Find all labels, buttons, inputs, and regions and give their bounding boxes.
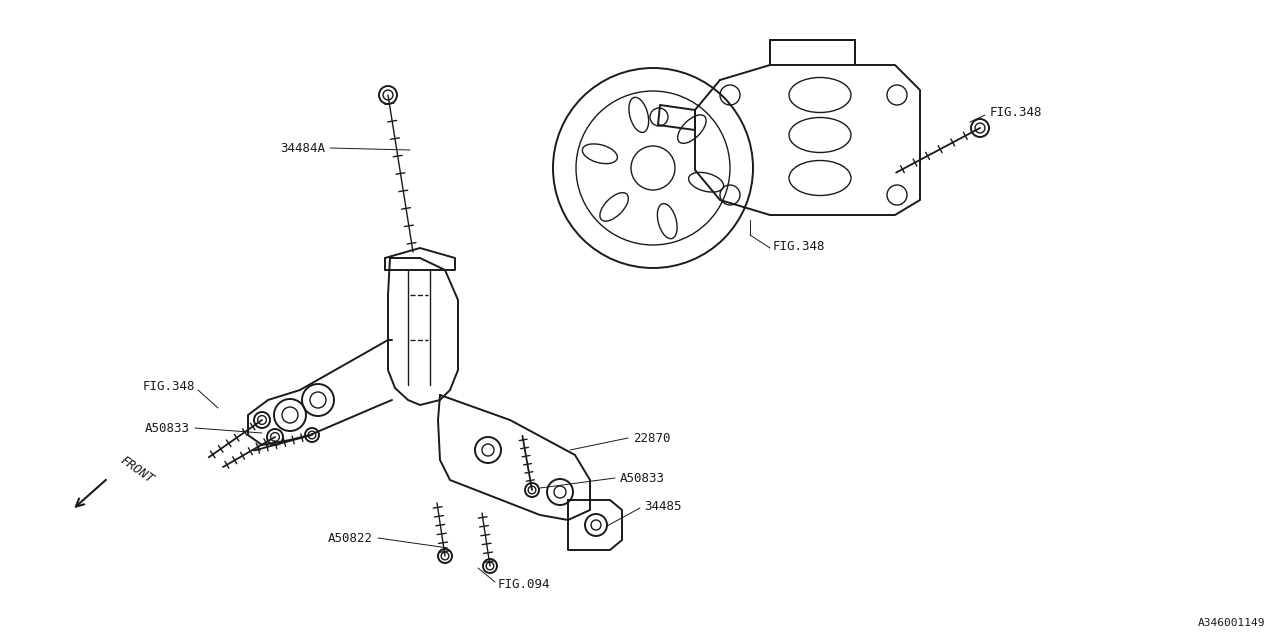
Text: A50822: A50822 — [328, 531, 372, 545]
Text: 22870: 22870 — [634, 431, 671, 445]
Text: FIG.348: FIG.348 — [773, 239, 826, 253]
Text: 34485: 34485 — [644, 499, 681, 513]
Text: FIG.348: FIG.348 — [142, 381, 195, 394]
Text: FIG.348: FIG.348 — [989, 106, 1042, 120]
Text: A346001149: A346001149 — [1198, 618, 1265, 628]
Text: FIG.094: FIG.094 — [498, 577, 550, 591]
Text: 34484A: 34484A — [280, 141, 325, 154]
Text: A50833: A50833 — [145, 422, 189, 435]
Text: FRONT: FRONT — [118, 454, 156, 486]
Text: A50833: A50833 — [620, 472, 666, 484]
